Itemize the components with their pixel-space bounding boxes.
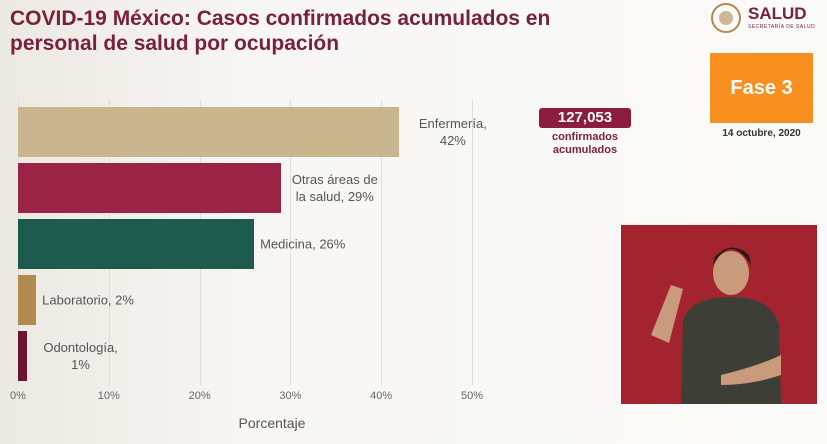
x-tick-label: 20% bbox=[188, 390, 211, 402]
x-tick-label: 0% bbox=[10, 390, 26, 402]
total-caption: confirmados acumulados bbox=[551, 131, 618, 156]
data-label: Odontología, 1% bbox=[43, 340, 118, 372]
bar bbox=[18, 331, 28, 381]
chart-title: COVID-19 México: Casos confirmados acumu… bbox=[10, 7, 551, 55]
x-tick-label: 50% bbox=[460, 390, 484, 402]
grid-line bbox=[381, 100, 383, 385]
data-label: Medicina, 26% bbox=[260, 236, 346, 252]
total-badge: 127,053 bbox=[539, 108, 631, 128]
x-tick-label: 40% bbox=[370, 390, 393, 402]
grid-line bbox=[290, 100, 292, 385]
logo-emblem bbox=[711, 3, 741, 33]
data-label: Otras áreas de la salud, 29% bbox=[291, 172, 378, 204]
logo-subtext: SECRETARÍA DE SALUD bbox=[748, 24, 816, 30]
date: 14 octubre, 2020 bbox=[722, 128, 801, 139]
data-label: Enfermería, 42% bbox=[418, 116, 487, 148]
interpreter-video bbox=[621, 225, 817, 404]
bar bbox=[18, 275, 37, 325]
data-label: Laboratorio, 2% bbox=[42, 292, 134, 308]
bar bbox=[18, 163, 282, 213]
phase-badge: Fase 3 bbox=[710, 53, 813, 123]
grid-line bbox=[472, 100, 473, 385]
x-tick-label: 30% bbox=[279, 390, 302, 402]
bar bbox=[18, 107, 400, 157]
logo-text: SALUD bbox=[748, 4, 807, 23]
x-axis-title: Porcentaje bbox=[238, 415, 306, 431]
bar bbox=[18, 219, 255, 269]
x-tick-label: 10% bbox=[97, 390, 120, 402]
